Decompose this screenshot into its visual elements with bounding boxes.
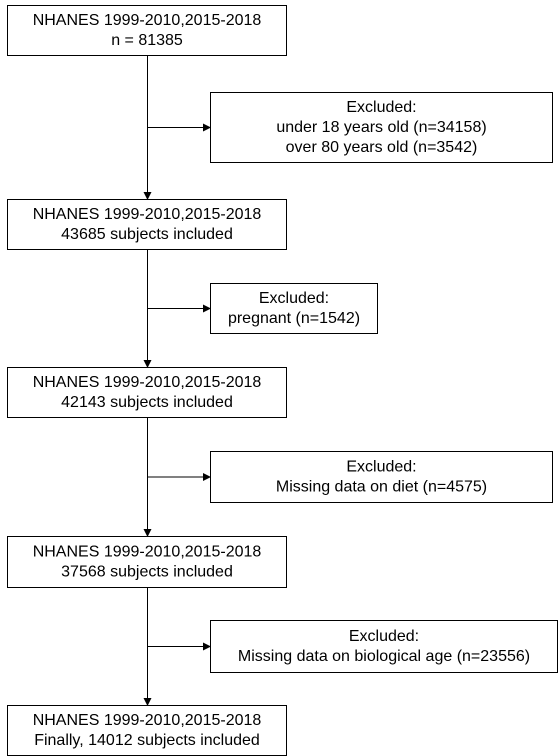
node-box-text: 42143 subjects included <box>61 394 233 411</box>
node-box-text: NHANES 1999-2010,2015-2018 <box>33 12 262 29</box>
exclusion-box <box>210 283 378 334</box>
node-box-text: Finally, 14012 subjects included <box>34 732 260 749</box>
node-box-text: NHANES 1999-2010,2015-2018 <box>33 712 262 729</box>
exclusion-box-text: pregnant (n=1542) <box>228 310 360 327</box>
node-box-text: NHANES 1999-2010,2015-2018 <box>33 206 262 223</box>
exclusion-box <box>210 92 553 163</box>
node-box-text: NHANES 1999-2010,2015-2018 <box>33 544 262 561</box>
exclusion-box <box>210 620 558 673</box>
exclusion-box-text: under 18 years old (n=34158) <box>276 119 486 136</box>
exclusion-box-text: over 80 years old (n=3542) <box>286 139 478 156</box>
exclusion-box-text: Excluded: <box>346 459 416 476</box>
node-box <box>7 199 287 250</box>
exclusion-box-text: Excluded: <box>259 290 329 307</box>
node-box <box>7 536 287 588</box>
exclusion-box-text: Missing data on diet (n=4575) <box>276 479 487 496</box>
node-box-text: 37568 subjects included <box>61 564 233 581</box>
exclusion-box-text: Excluded: <box>349 628 419 645</box>
node-box <box>7 367 287 418</box>
node-box-text: NHANES 1999-2010,2015-2018 <box>33 374 262 391</box>
node-box <box>7 5 287 56</box>
node-box-text: n = 81385 <box>111 32 183 49</box>
exclusion-box-text: Missing data on biological age (n=23556) <box>238 648 530 665</box>
node-box-text: 43685 subjects included <box>61 226 233 243</box>
exclusion-box <box>210 451 553 503</box>
node-box <box>7 705 287 756</box>
exclusion-box-text: Excluded: <box>346 99 416 116</box>
